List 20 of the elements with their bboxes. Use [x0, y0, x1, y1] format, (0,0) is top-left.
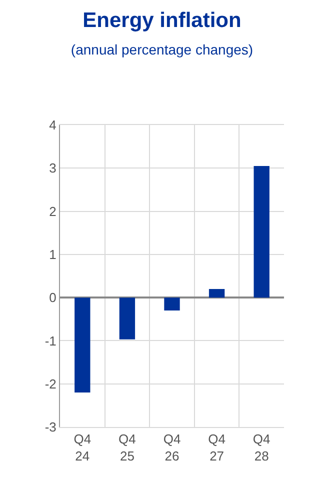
x-tick-label: Q4 28: [252, 432, 270, 464]
bar: [208, 288, 225, 298]
x-tick-label: Q4 27: [208, 432, 226, 464]
bar: [74, 298, 90, 392]
x-tick-label: Q4 25: [118, 432, 136, 464]
y-tick-label: 2: [49, 204, 56, 219]
y-tick-label: -2: [44, 376, 56, 392]
x-tick-label: Q4 26: [163, 432, 181, 464]
y-tick-label: -3: [44, 420, 56, 435]
y-tick-label: 3: [49, 160, 56, 176]
bar: [164, 298, 180, 311]
y-tick-label: 1: [49, 246, 56, 262]
y-tick-label: 4: [49, 118, 56, 133]
y-tick-label: 0: [49, 290, 56, 306]
x-tick-label: Q4 24: [74, 432, 92, 464]
bar: [119, 298, 136, 340]
chart-subtitle: (annual percentage changes): [70, 41, 254, 58]
chart-title: Energy inflation: [82, 9, 242, 32]
bar: [254, 166, 270, 298]
y-tick-label: -1: [44, 333, 56, 348]
